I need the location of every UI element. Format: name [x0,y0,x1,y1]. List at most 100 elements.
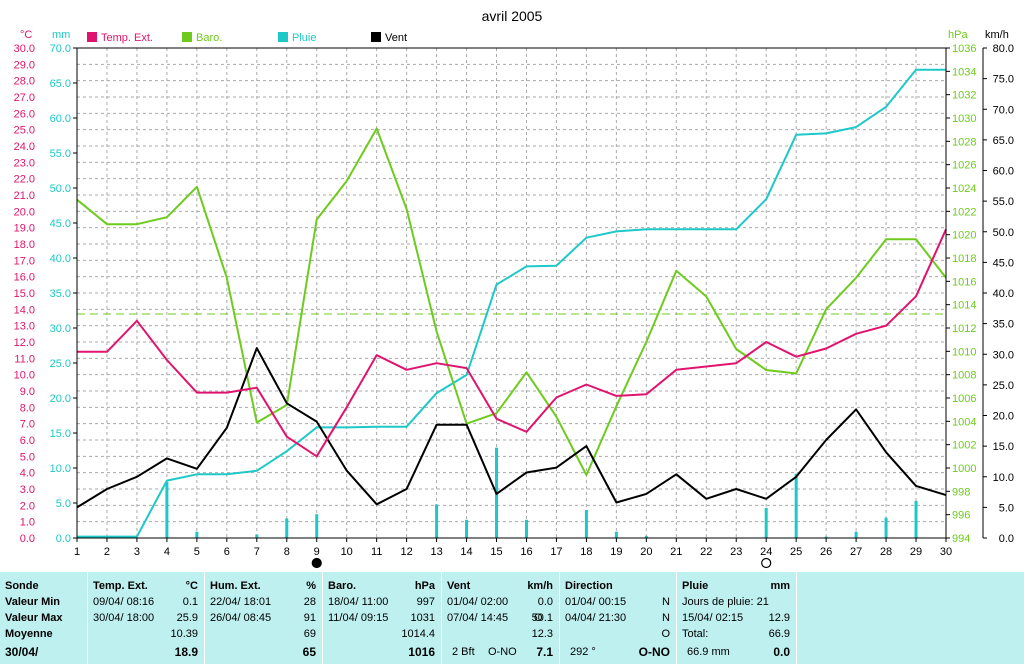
x-tick-label: 7 [254,546,260,558]
rain-tick-label: 0.0 [56,533,71,545]
chart-title: avril 2005 [482,8,543,24]
wind-tick-label: 15.0 [993,441,1014,453]
baro-line [76,127,947,476]
temp-axis-unit: °C [20,29,32,41]
rain-bar [764,507,768,538]
wind-last: 7.1 [536,645,553,659]
temp-tick-label: 5.0 [20,451,35,463]
rain-bar [824,536,828,538]
x-tick-label: 24 [760,546,772,558]
temp-tick-label: 22.0 [14,174,35,186]
temp-axis-ticks: 0.0 1.0 2.0 3.0 4.0 5.0 6.0 7.0 8.0 9.0 10.0 11.0 12… [14,43,35,545]
stats-temp: Temp. Ext. °C 09/04/ 08:16 0.1 30/04/ 18:0… [88,572,205,664]
wind-tick-label: 55.0 [993,196,1014,208]
hum-mean: 69 [303,628,316,640]
x-tick-label: 2 [104,546,110,558]
baro-tick-label: 1002 [952,440,976,452]
rain-bar [165,482,169,538]
baro-tick-label: 1032 [952,90,976,102]
temp-header: Temp. Ext. [93,580,148,592]
rain-last: 0.0 [773,645,790,659]
stats-baro: Baro. hPa 18/04/ 11:00 997 11/04/ 09:15 103… [323,572,442,664]
rain-tick-label: 5.0 [56,498,71,510]
temp-tick-label: 3.0 [20,484,35,496]
baro-tick-label: 1024 [952,183,976,195]
temp-tick-label: 7.0 [20,419,35,431]
x-tick-label: 12 [400,546,412,558]
x-tick-label: 29 [910,546,922,558]
x-tick-label: 21 [670,546,682,558]
rain-cumulative-line [77,68,946,538]
rain-bar [195,531,199,538]
x-tick-label: 19 [610,546,622,558]
label-min: Valeur Min [5,596,61,608]
wind-unit: km/h [527,580,553,592]
legend-wind-swatch [371,32,381,42]
wind-tick-label: 25.0 [993,380,1014,392]
wind-mean: 12.3 [531,628,553,640]
rain-unit: mm [770,580,790,592]
x-tick-label: 11 [371,546,382,558]
wind-tick-label: 50.0 [993,227,1014,239]
baro-tick-label: 1018 [952,253,976,265]
wind-tick-label: 30.0 [993,349,1014,361]
temp-tick-label: 10.0 [14,370,35,382]
rain-bar [315,514,319,538]
full-moon-icon [761,557,772,569]
temp-tick-label: 12.0 [14,337,35,349]
baro-tick-label: 1012 [952,323,976,335]
dir-max-value: N [662,612,670,624]
wind-tick-label: 60.0 [993,166,1014,178]
series-lines [76,68,947,538]
wind-tick-label: 75.0 [993,74,1014,86]
rain-tick-label: 60.0 [50,113,71,125]
x-tick-label: 22 [700,546,712,558]
wind-header: Vent [447,580,471,592]
temp-tick-label: 27.0 [14,92,35,104]
temp-tick-label: 25.0 [14,125,35,137]
baro-tick-label: 1010 [952,346,976,358]
baro-header: Baro. [328,580,357,592]
legend-wind-label: Vent [385,32,407,44]
temp-tick-label: 9.0 [20,386,35,398]
x-tick-label: 15 [490,546,502,558]
stats-panel: Sonde Valeur Min Valeur Max Moyenne 30/0… [0,572,1024,664]
rain-tick-label: 40.0 [50,253,71,265]
wind-tick-label: 80.0 [993,43,1014,55]
wind-tick-label: 0.0 [999,533,1014,545]
baro-min-date: 18/04/ 11:00 [328,596,389,608]
temp-max-date: 30/04/ 18:00 [93,612,155,624]
x-tick-label: 10 [341,546,353,558]
legend-baro-swatch [182,32,192,42]
rain-max-date: 15/04/ 02:15 [682,612,744,624]
stats-wind: Vent km/h 01/04/ 02:00 0.0 07/04/ 14:45 O 50… [442,572,560,664]
baro-tick-label: 1008 [952,370,976,382]
label-date: 30/04/ [5,645,39,659]
baro-tick-label: 1004 [952,416,976,428]
baro-tick-label: 1014 [952,300,976,312]
rain-tick-label: 25.0 [50,358,71,370]
temp-tick-label: 26.0 [14,108,35,120]
temp-max-value: 25.9 [176,612,198,624]
rain-tick-label: 35.0 [50,288,71,300]
hum-last: 65 [302,645,316,659]
hum-max-value: 91 [303,612,316,624]
rain-header: Pluie [682,580,709,592]
dir-last-degrees: 292 ° [570,646,596,658]
legend-rain-label: Pluie [292,32,316,44]
temp-tick-label: 30.0 [14,43,35,55]
temp-tick-label: 28.0 [14,76,35,88]
rain-axis-ticks: 0.0 5.0 10.0 15.0 20.0 25.0 30.0 35.0 40.0 45.0 50… [50,43,77,545]
wind-max-date: 07/04/ 14:45 [447,612,509,624]
dir-min-date: 01/04/ 00:15 [565,596,627,608]
wind-max-value: 50.1 [531,612,553,624]
temp-tick-label: 29.0 [14,59,35,71]
rain-bar [435,504,439,538]
baro-min-value: 997 [416,596,435,608]
hum-header: Hum. Ext. [210,580,261,592]
rain-bar [794,473,798,538]
baro-tick-label: 998 [952,486,970,498]
rain-bar [465,519,469,538]
x-tick-label: 30 [940,546,952,558]
temp-min-date: 09/04/ 08:16 [93,596,155,608]
